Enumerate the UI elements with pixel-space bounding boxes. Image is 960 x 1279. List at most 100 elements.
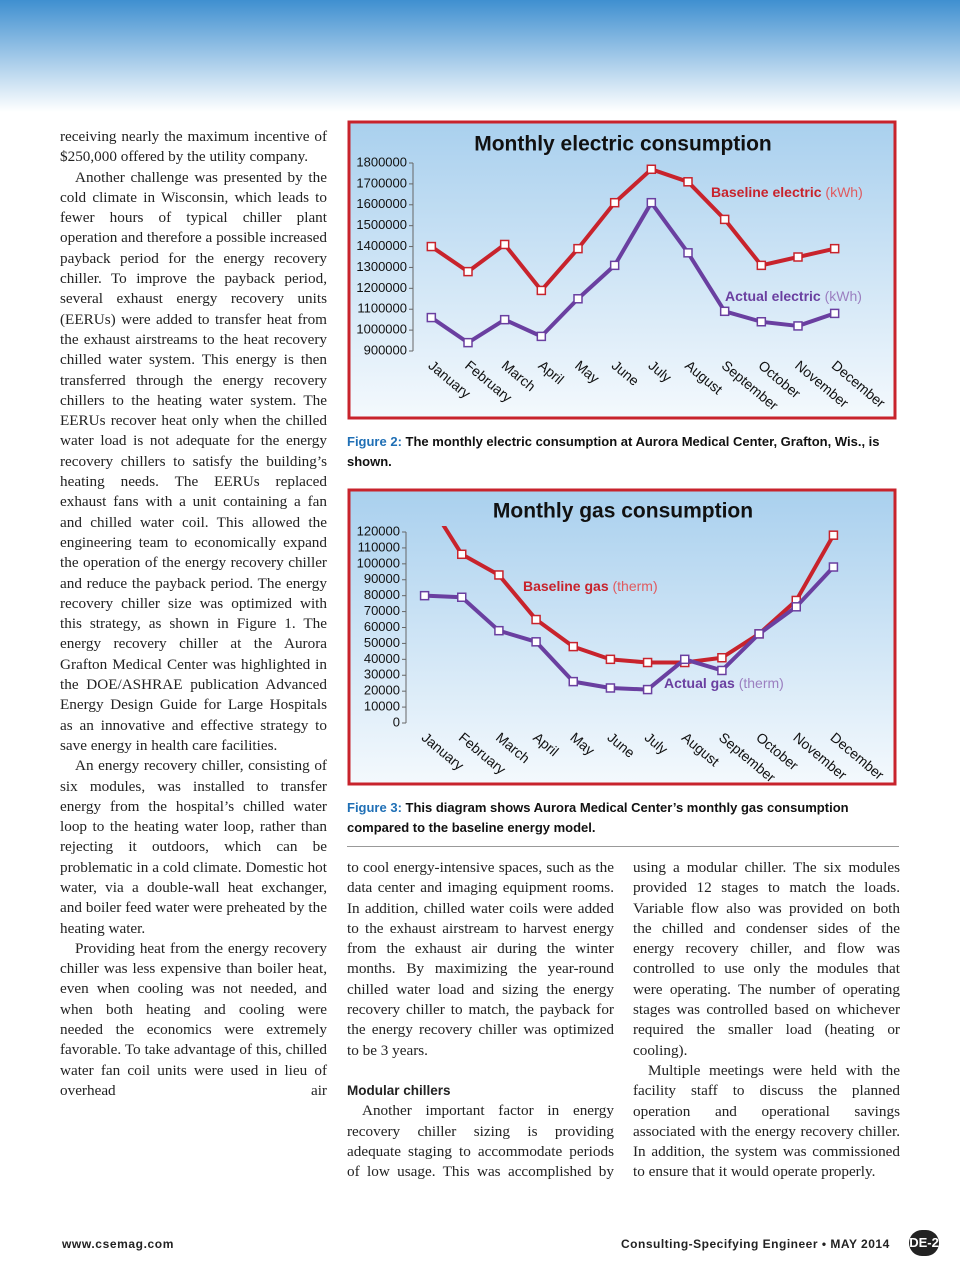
- figure-text: This diagram shows Aurora Medical Center…: [347, 800, 849, 835]
- y-tick-label: 90000: [364, 571, 400, 586]
- data-point: [646, 164, 657, 175]
- y-tick-label: 1700000: [356, 175, 407, 190]
- series-unit: (kWh): [825, 184, 862, 200]
- data-point: [605, 683, 616, 693]
- y-tick-label: 1600000: [356, 196, 407, 211]
- data-point: [609, 197, 620, 208]
- y-tick-label: 110000: [358, 539, 400, 554]
- plot-area: [426, 164, 840, 348]
- data-point: [605, 654, 616, 665]
- y-tick-label: 60000: [364, 619, 400, 634]
- text-column: to cool energy-intensive spaces, such as…: [347, 858, 614, 1182]
- paragraph: Another important factor in energy recov…: [347, 1102, 614, 1181]
- paragraph: receiving nearly the maximum incentive o…: [60, 128, 327, 166]
- series-name: Actual gas: [664, 675, 735, 691]
- divider: [347, 846, 899, 847]
- series-line: [430, 167, 836, 293]
- y-tick-label: 1200000: [356, 280, 407, 295]
- data-point: [463, 266, 473, 277]
- data-point: [426, 312, 437, 323]
- header-band: [0, 0, 960, 112]
- y-tick-label: 70000: [364, 603, 400, 618]
- figure-text: The monthly electric consumption at Auro…: [347, 434, 880, 469]
- y-tick-label: 1100000: [357, 301, 407, 316]
- y-tick-label: 1500000: [356, 217, 407, 232]
- chart-title: Monthly electric consumption: [474, 133, 772, 156]
- series-line: [424, 565, 835, 692]
- data-point: [828, 530, 839, 540]
- y-tick-label: 80000: [364, 587, 400, 602]
- data-point: [494, 625, 504, 636]
- data-point: [499, 239, 510, 250]
- y-tick-label: 100000: [357, 555, 400, 570]
- y-tick-label: 1000000: [356, 322, 407, 337]
- chart: Monthly gas consumption 01000020000300004…: [347, 488, 897, 786]
- series-unit: (therm): [613, 578, 658, 594]
- data-point: [463, 337, 473, 348]
- data-point: [756, 260, 767, 271]
- data-point: [568, 676, 578, 687]
- data-point: [568, 641, 578, 652]
- paragraph: Another challenge was presented by the c…: [60, 168, 327, 754]
- y-tick-label: 40000: [364, 651, 400, 666]
- y-tick-label: 30000: [364, 667, 400, 682]
- chart-title: Monthly gas consumption: [493, 500, 753, 523]
- data-point: [717, 652, 727, 663]
- figure-caption: Figure 3: This diagram shows Aurora Medi…: [347, 798, 899, 838]
- y-tick-label: 1800000: [356, 154, 407, 169]
- data-point: [573, 294, 583, 304]
- data-point: [828, 562, 839, 572]
- subheading: Modular chillers: [347, 1082, 451, 1098]
- figure-caption: Figure 2: The monthly electric consumpti…: [347, 432, 899, 472]
- data-point: [717, 665, 727, 676]
- series-name: Baseline gas: [523, 578, 609, 594]
- y-tick-label: 120000: [357, 523, 400, 538]
- y-tick-label: 0: [393, 714, 400, 729]
- data-point: [426, 241, 437, 252]
- data-point: [793, 321, 803, 331]
- data-point: [642, 657, 653, 668]
- y-tick-label: 1300000: [356, 259, 407, 274]
- chart-frame: [347, 488, 897, 786]
- data-point: [609, 260, 620, 271]
- data-point: [754, 629, 764, 639]
- data-point: [494, 570, 504, 580]
- series-label: Baseline gas (therm): [523, 578, 658, 594]
- series-line: [430, 200, 836, 345]
- y-tick-label: 900000: [364, 342, 407, 357]
- series-name: Actual electric: [725, 288, 821, 304]
- series-unit: (therm): [739, 675, 784, 691]
- page-number: DE-2: [909, 1230, 939, 1256]
- data-point: [457, 549, 467, 560]
- data-point: [680, 654, 690, 665]
- data-point: [829, 243, 840, 254]
- data-point: [646, 197, 657, 208]
- paragraph: Multiple meetings were held with the fac…: [633, 1061, 900, 1181]
- paragraph: using a modular chiller. The six modules…: [633, 859, 900, 1059]
- data-point: [642, 684, 653, 695]
- text-column: using a modular chiller. The six modules…: [633, 858, 900, 1183]
- chart: Monthly electric consumption 900000 100000…: [347, 120, 897, 420]
- series-label: Baseline electric (kWh): [711, 184, 863, 200]
- paragraph: An energy recovery chiller, consisting o…: [60, 757, 327, 937]
- paragraph: Providing heat from the energy recovery …: [60, 939, 327, 1099]
- data-point: [756, 317, 767, 327]
- data-point: [419, 590, 430, 601]
- y-tick-label: 1400000: [356, 238, 407, 253]
- data-point: [457, 592, 467, 603]
- data-point: [683, 248, 693, 258]
- series-name: Baseline electric: [711, 184, 822, 200]
- chart-frame: [347, 120, 897, 420]
- footer-url: www.csemag.com: [62, 1237, 174, 1251]
- data-point: [829, 308, 840, 319]
- data-point: [531, 637, 541, 647]
- series-unit: (kWh): [825, 288, 862, 304]
- data-point: [573, 243, 583, 254]
- series-label: Actual electric (kWh): [725, 288, 862, 304]
- paragraph: to cool energy-intensive spaces, such as…: [347, 859, 614, 1059]
- data-point: [531, 614, 541, 625]
- data-point: [791, 602, 801, 612]
- y-tick-label: 20000: [364, 683, 400, 698]
- data-point: [536, 285, 547, 296]
